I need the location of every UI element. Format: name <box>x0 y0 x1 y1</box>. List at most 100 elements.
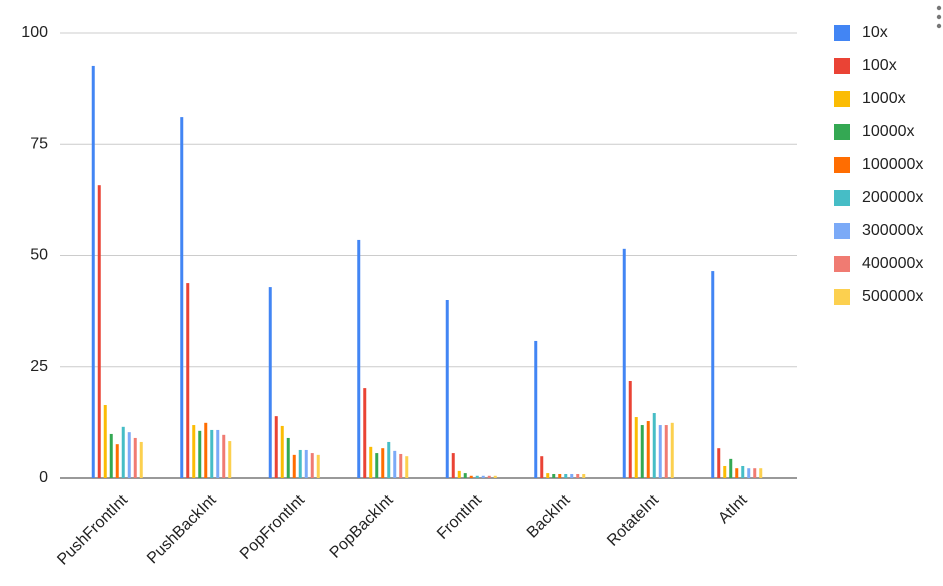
x-tick-label: BackInt <box>524 491 574 541</box>
bar <box>381 448 385 478</box>
legend-swatch <box>834 58 850 74</box>
bar <box>576 473 580 478</box>
bar <box>445 300 449 478</box>
legend-label: 500000x <box>862 288 923 305</box>
bar <box>628 380 632 478</box>
bar <box>469 475 473 478</box>
bar <box>735 468 739 478</box>
bar <box>399 453 403 478</box>
bar <box>216 429 220 478</box>
bar <box>463 473 467 478</box>
legend-swatch <box>834 223 850 239</box>
bar <box>570 473 574 478</box>
bar <box>664 425 668 478</box>
bar <box>304 449 308 478</box>
y-tick-label: 75 <box>30 135 48 152</box>
x-tick-label: RotateInt <box>604 491 662 549</box>
bar <box>127 432 131 478</box>
bar <box>457 470 461 478</box>
x-tick-label: PopFrontInt <box>237 491 309 563</box>
bar <box>582 473 586 478</box>
bar <box>481 475 485 478</box>
bar <box>753 468 757 478</box>
legend-swatch <box>834 190 850 206</box>
menu-dot[interactable] <box>936 5 942 11</box>
bar <box>133 437 137 478</box>
bar <box>280 425 284 478</box>
bar <box>552 473 556 478</box>
bar <box>622 248 626 478</box>
bar <box>747 468 751 478</box>
y-tick-label: 100 <box>21 24 48 41</box>
bar <box>310 453 314 478</box>
legend-label: 10000x <box>862 123 915 140</box>
bar <box>387 441 391 478</box>
bar <box>658 425 662 478</box>
bar <box>711 271 715 478</box>
bar <box>292 454 296 478</box>
legend-swatch <box>834 91 850 107</box>
bar <box>493 475 497 478</box>
menu-dot[interactable] <box>936 23 942 29</box>
bar <box>186 283 190 478</box>
bar <box>363 388 367 478</box>
bar <box>286 437 290 478</box>
x-tick-label: PushBackInt <box>144 491 220 567</box>
bar <box>451 453 455 478</box>
bar <box>634 417 638 478</box>
bar <box>759 468 763 478</box>
y-tick-label: 50 <box>30 247 48 264</box>
bar <box>198 430 202 478</box>
bar <box>405 456 409 478</box>
bar <box>652 413 656 478</box>
x-tick-label: PushFrontInt <box>54 491 131 568</box>
bar <box>375 453 379 478</box>
bar <box>723 465 727 478</box>
bar <box>268 287 272 478</box>
legend-label: 300000x <box>862 222 923 239</box>
y-tick-label: 25 <box>30 358 48 375</box>
bar <box>204 422 208 478</box>
bar <box>121 426 125 478</box>
legend-label: 400000x <box>862 255 923 272</box>
bar <box>274 416 278 478</box>
bar <box>180 117 184 478</box>
legend-label: 1000x <box>862 90 906 107</box>
bar <box>564 473 568 478</box>
legend-label: 100000x <box>862 156 923 173</box>
legend-swatch <box>834 25 850 41</box>
bar <box>393 450 397 478</box>
bar <box>475 475 479 478</box>
bar <box>97 185 101 478</box>
menu-dot[interactable] <box>936 14 942 20</box>
legend-swatch <box>834 157 850 173</box>
bar <box>717 448 721 478</box>
bar <box>115 444 119 478</box>
bar <box>192 425 196 478</box>
legend-label: 100x <box>862 57 897 74</box>
bar <box>357 239 361 478</box>
bar <box>640 425 644 478</box>
bar <box>546 473 550 478</box>
bar <box>646 421 650 478</box>
bar <box>222 434 226 478</box>
bar <box>729 458 733 478</box>
bar <box>369 446 373 478</box>
bar <box>298 449 302 478</box>
y-tick-label: 0 <box>39 469 48 486</box>
bar <box>487 475 491 478</box>
bar <box>91 65 95 479</box>
bar <box>210 429 214 478</box>
bar <box>103 405 107 478</box>
x-tick-label: AtInt <box>715 491 751 527</box>
bar <box>109 433 113 478</box>
bar <box>741 465 745 478</box>
x-tick-label: PopBackInt <box>327 491 397 561</box>
legend-label: 200000x <box>862 189 923 206</box>
x-tick-label: FrontInt <box>434 491 485 542</box>
bar <box>558 473 562 478</box>
bar <box>316 454 320 478</box>
legend-label: 10x <box>862 24 888 41</box>
bar <box>670 422 674 478</box>
